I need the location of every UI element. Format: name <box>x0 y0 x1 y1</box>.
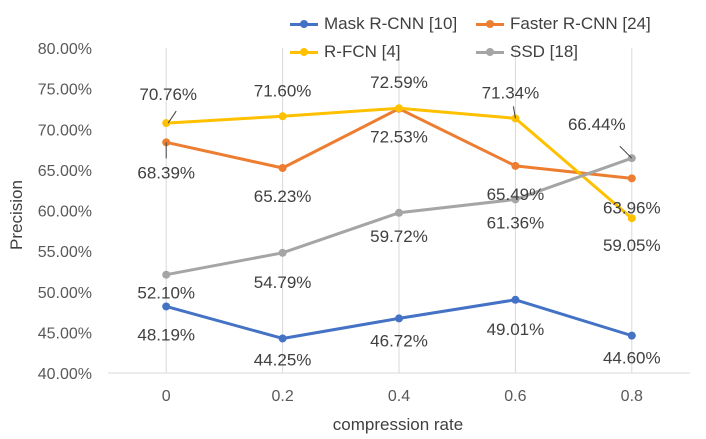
data-point <box>278 334 287 343</box>
y-tick-label: 55.00% <box>38 244 92 261</box>
data-label: 70.76% <box>139 85 197 104</box>
data-label: 71.60% <box>254 81 312 100</box>
y-axis-title: Precision <box>7 180 26 250</box>
legend-item-mask-rcnn: Mask R-CNN [10] <box>290 14 457 34</box>
legend-label-faster-rcnn: Faster R-CNN [24] <box>510 14 651 33</box>
x-tick-label: 0.4 <box>388 388 410 405</box>
data-point <box>278 112 287 121</box>
data-label: 54.79% <box>254 273 312 292</box>
data-point <box>627 331 636 340</box>
x-tick-label: 0.6 <box>504 388 526 405</box>
legend-swatch-faster-rcnn <box>476 17 504 31</box>
data-label: 72.59% <box>370 73 428 92</box>
data-point <box>395 314 403 323</box>
data-label: 52.10% <box>137 284 195 303</box>
data-point <box>278 248 287 257</box>
data-label: 63.96% <box>603 198 661 217</box>
x-tick-label: 0.2 <box>271 388 293 405</box>
data-label: 65.49% <box>487 185 545 204</box>
x-axis-title: compression rate <box>333 415 463 434</box>
data-point <box>162 119 171 128</box>
y-tick-label: 60.00% <box>38 204 92 221</box>
legend-label-rfcn: R-FCN [4] <box>324 42 401 61</box>
legend-item-faster-rcnn: Faster R-CNN [24] <box>476 14 651 34</box>
label-leader-line <box>167 110 177 124</box>
y-tick-label: 45.00% <box>38 325 92 342</box>
data-point <box>627 174 636 183</box>
data-label: 59.05% <box>603 236 661 255</box>
data-label: 44.25% <box>254 350 312 369</box>
data-point <box>511 161 520 170</box>
legend-item-rfcn: R-FCN [4] <box>290 42 401 62</box>
data-point <box>511 295 520 304</box>
data-label: 46.72% <box>370 331 428 350</box>
data-point <box>278 164 287 173</box>
y-tick-label: 75.00% <box>38 82 92 99</box>
data-label: 49.01% <box>487 320 545 339</box>
data-point <box>511 195 520 204</box>
legend-swatch-rfcn <box>290 45 318 59</box>
data-label: 44.60% <box>603 349 661 368</box>
data-label: 65.23% <box>254 187 312 206</box>
data-label: 48.19% <box>137 325 195 344</box>
y-tick-label: 40.00% <box>38 366 92 383</box>
data-label: 61.36% <box>487 213 545 232</box>
data-point <box>162 302 171 311</box>
data-label: 71.34% <box>482 83 540 102</box>
legend-swatch-mask-rcnn <box>290 17 318 31</box>
series-group <box>162 104 636 343</box>
x-tick-label: 0 <box>162 388 171 405</box>
x-tick-label: 0.8 <box>621 388 643 405</box>
data-label: 59.72% <box>370 227 428 246</box>
data-labels: 48.19% 44.25% 46.72% 49.01% 44.60% 68.39% 65.2… <box>137 73 660 369</box>
data-point <box>162 270 171 279</box>
y-tick-label: 65.00% <box>38 163 92 180</box>
data-point <box>395 104 403 113</box>
label-leader-line <box>512 106 516 119</box>
data-label: 66.44% <box>568 115 626 134</box>
legend-swatch-ssd <box>476 45 504 59</box>
legend-label-ssd: SSD [18] <box>510 42 579 61</box>
axes: 40.00% 45.00% 50.00% 55.00% 60.00% 65.00% 70.0… <box>38 41 690 405</box>
y-tick-label: 70.00% <box>38 122 92 139</box>
legend-label-mask-rcnn: Mask R-CNN [10] <box>324 14 458 33</box>
label-leader-line <box>619 145 633 159</box>
y-tick-label: 80.00% <box>38 41 92 58</box>
data-point <box>395 208 403 217</box>
data-label: 72.53% <box>370 128 428 147</box>
data-label: 68.39% <box>137 163 195 182</box>
data-point <box>627 214 636 223</box>
legend-item-ssd: SSD [18] <box>476 42 578 62</box>
y-tick-label: 50.00% <box>38 285 92 302</box>
